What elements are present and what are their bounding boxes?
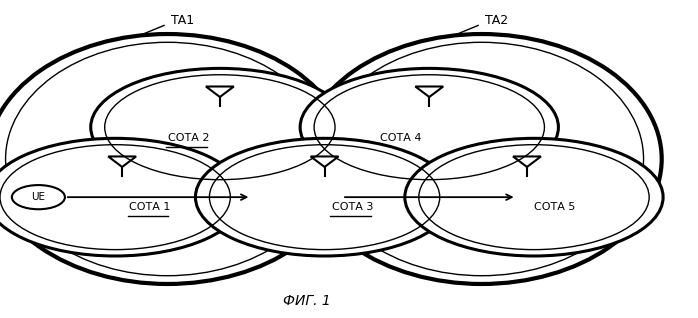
Text: СОТА 3: СОТА 3 xyxy=(332,202,373,212)
Ellipse shape xyxy=(0,34,348,284)
Ellipse shape xyxy=(0,138,244,256)
Text: ФИГ. 1: ФИГ. 1 xyxy=(283,294,331,308)
Ellipse shape xyxy=(300,68,558,186)
Text: СОТА 4: СОТА 4 xyxy=(380,133,422,143)
Text: СОТА 5: СОТА 5 xyxy=(534,202,575,212)
Text: TA2: TA2 xyxy=(485,14,508,27)
Text: СОТА 1: СОТА 1 xyxy=(129,202,170,212)
Ellipse shape xyxy=(302,34,662,284)
Ellipse shape xyxy=(91,68,349,186)
Text: СОТА 2: СОТА 2 xyxy=(168,133,209,143)
Circle shape xyxy=(12,185,65,209)
Text: TA1: TA1 xyxy=(171,14,194,27)
Text: UE: UE xyxy=(31,192,45,202)
Ellipse shape xyxy=(405,138,663,256)
Ellipse shape xyxy=(195,138,454,256)
